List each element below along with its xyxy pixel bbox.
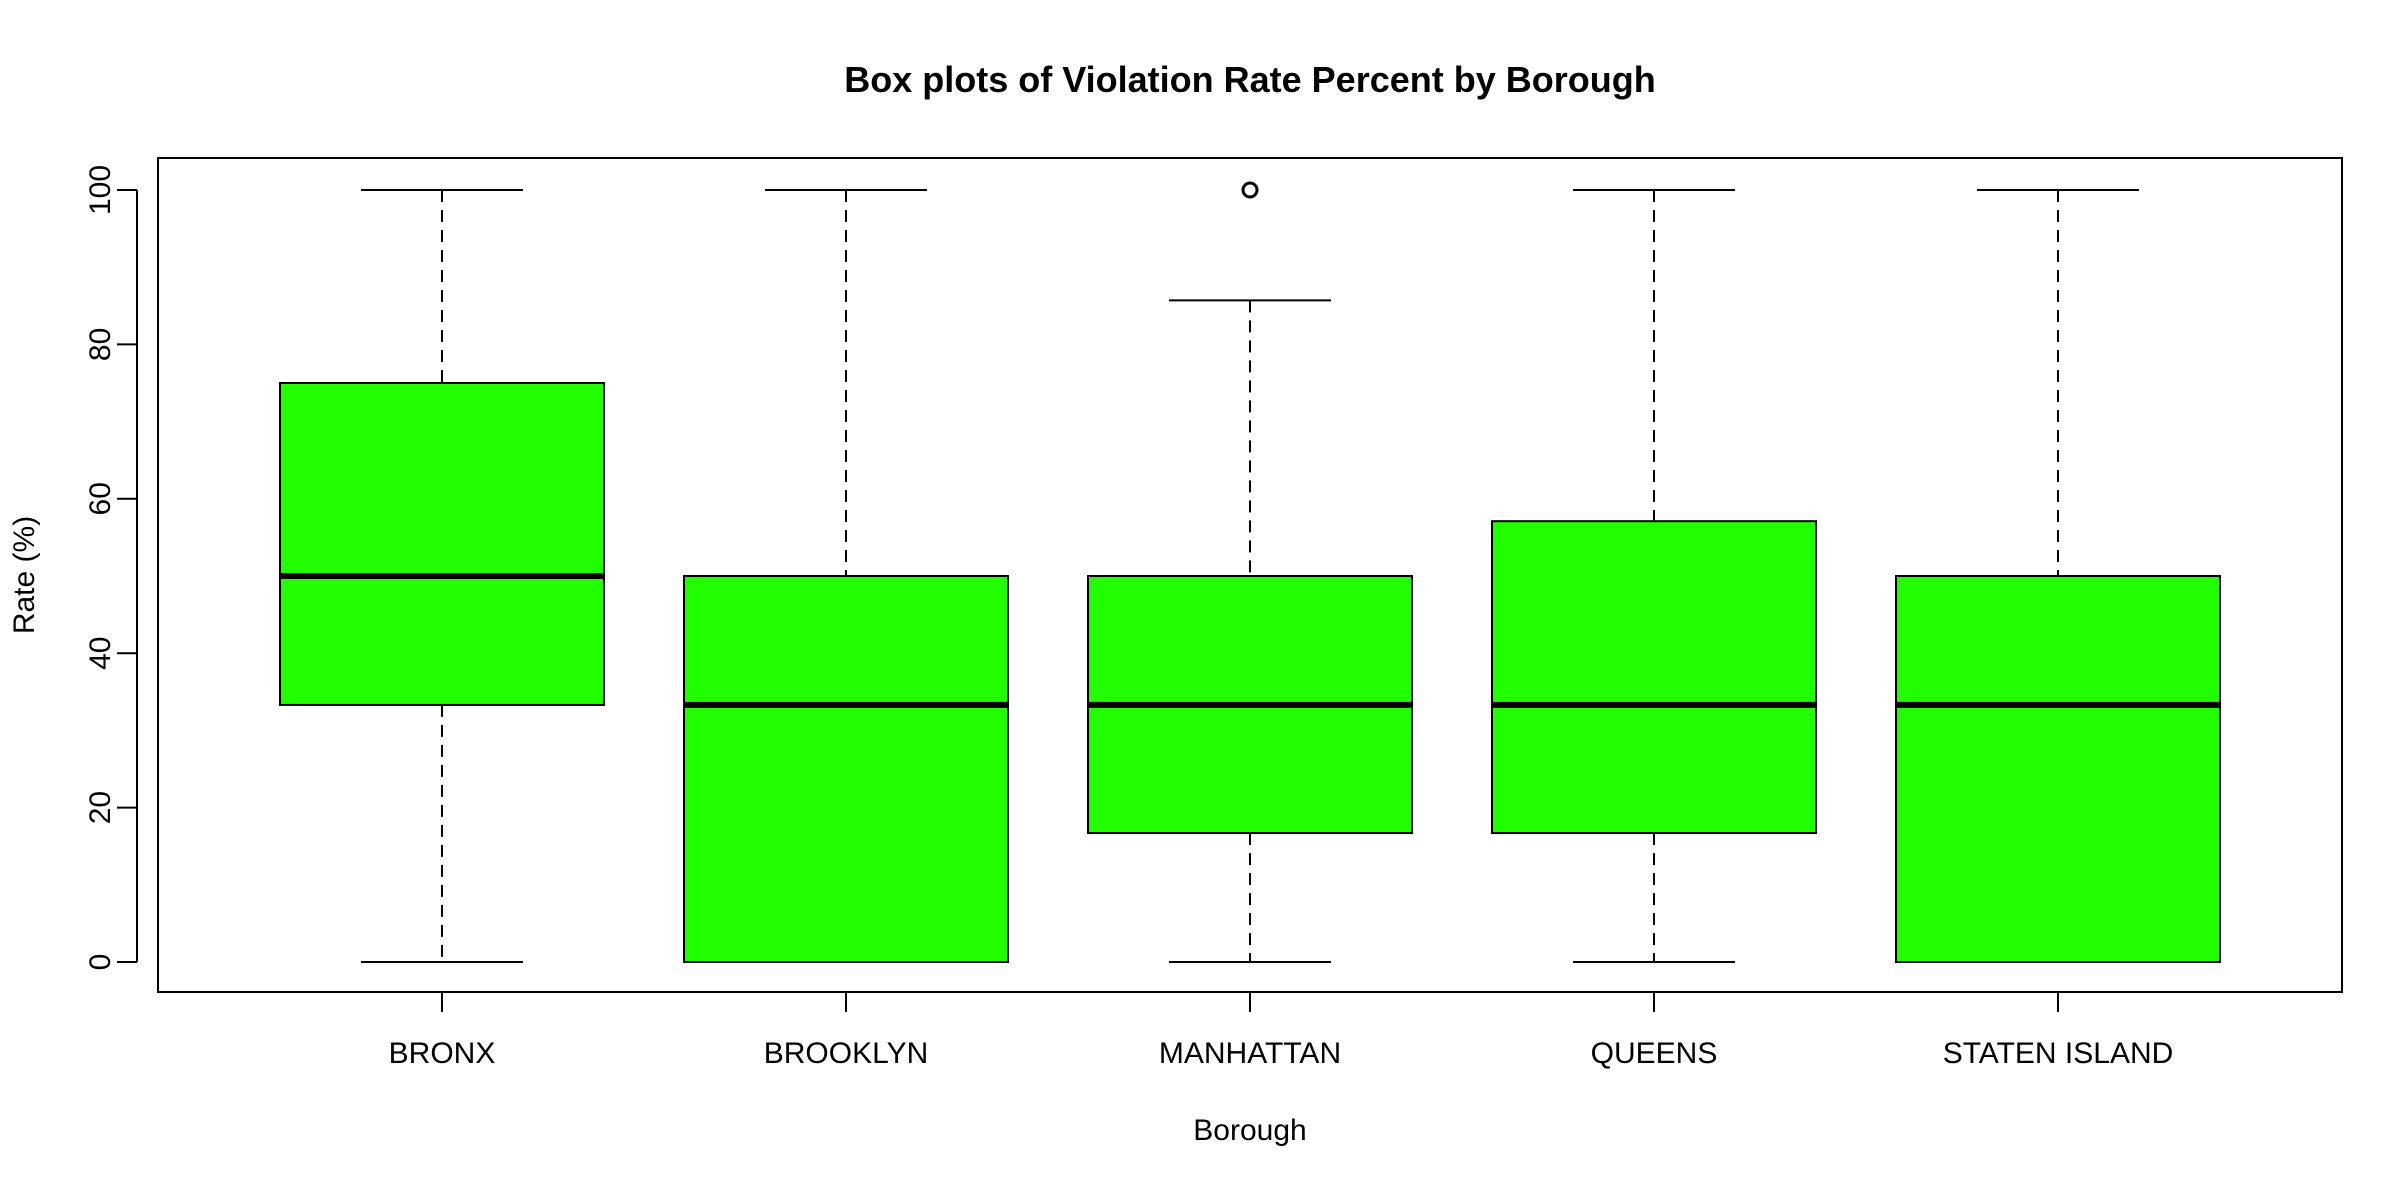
x-tick-label: MANHATTAN [1159,1037,1341,1070]
box-group [279,181,2221,963]
y-tick-label: 80 [84,328,117,361]
x-tick-label: BROOKLYN [764,1037,929,1070]
x-tick-label: QUEENS [1591,1037,1718,1070]
y-tick-label: 40 [84,637,117,670]
y-tick-label: 0 [84,954,117,971]
outlier-point [1241,181,1259,199]
iqr-box [1491,520,1817,835]
iqr-box [279,382,605,706]
y-tick-label: 100 [84,165,117,215]
iqr-box [683,575,1009,963]
x-axis-label: Borough [1193,1114,1306,1147]
iqr-box [1895,575,2221,963]
y-tick-label: 60 [84,482,117,515]
y-axis: 0 20 40 60 80 100 [84,165,138,971]
y-tick-label: 20 [84,791,117,824]
chart-title: Box plots of Violation Rate Percent by B… [844,59,1655,100]
x-axis: BRONX BROOKLYN MANHATTAN QUEENS STATEN ISLAN… [389,991,2174,1070]
x-tick-label: STATEN ISLAND [1943,1037,2174,1070]
y-axis-label: Rate (%) [8,516,41,634]
x-tick-label: BRONX [389,1037,496,1070]
